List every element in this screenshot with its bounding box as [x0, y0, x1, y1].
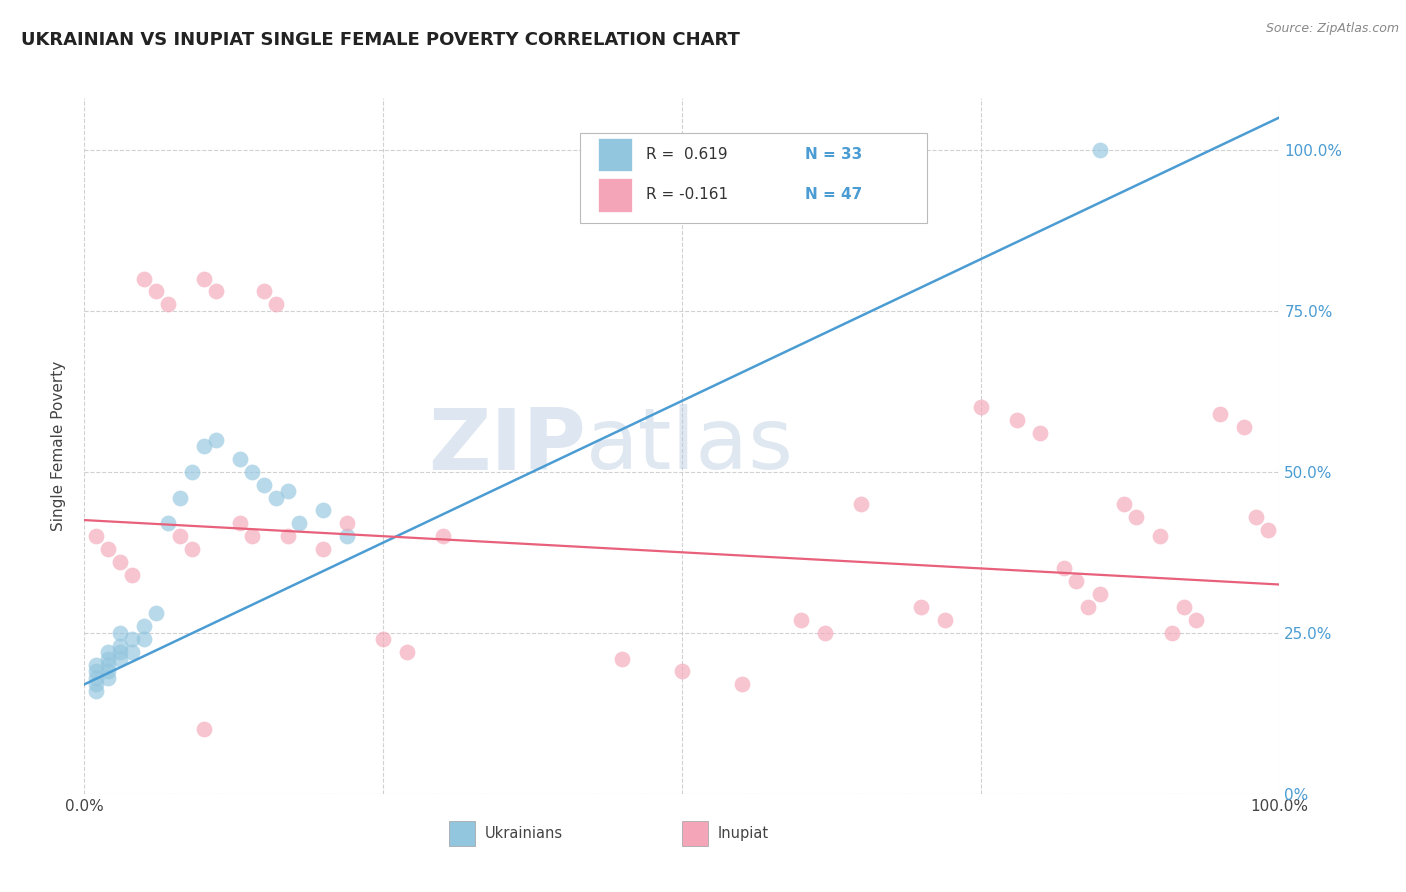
- Point: [277, 484, 299, 499]
- Point: [1125, 509, 1147, 524]
- Point: [1005, 413, 1028, 427]
- Text: ZIP: ZIP: [429, 404, 586, 488]
- Point: [1029, 426, 1052, 441]
- Point: [934, 613, 956, 627]
- Point: [1088, 143, 1111, 157]
- Text: atlas: atlas: [586, 404, 794, 488]
- Point: [110, 639, 132, 653]
- Point: [193, 723, 215, 737]
- Point: [1173, 600, 1195, 615]
- Point: [145, 285, 167, 299]
- Point: [253, 477, 276, 491]
- Point: [814, 625, 837, 640]
- Point: [1232, 419, 1256, 434]
- Point: [790, 613, 813, 627]
- Point: [240, 465, 263, 479]
- Bar: [682, 821, 709, 846]
- Text: Source: ZipAtlas.com: Source: ZipAtlas.com: [1265, 22, 1399, 36]
- Point: [336, 516, 359, 531]
- Point: [1149, 529, 1171, 543]
- Point: [1112, 497, 1135, 511]
- Point: [132, 619, 156, 633]
- Bar: [599, 178, 631, 211]
- Point: [264, 297, 287, 311]
- Text: Ukrainians: Ukrainians: [485, 826, 562, 841]
- Point: [671, 665, 693, 679]
- Point: [731, 677, 754, 691]
- Point: [910, 600, 932, 615]
- Point: [240, 529, 263, 543]
- Point: [1160, 625, 1182, 640]
- Y-axis label: Single Female Poverty: Single Female Poverty: [51, 361, 66, 531]
- Point: [264, 491, 287, 505]
- Point: [110, 555, 132, 569]
- Point: [312, 542, 335, 557]
- Text: Inupiat: Inupiat: [718, 826, 769, 841]
- Text: N = 47: N = 47: [806, 187, 862, 202]
- Point: [97, 645, 120, 659]
- Point: [312, 503, 335, 517]
- Point: [110, 651, 132, 665]
- Text: UKRAINIAN VS INUPIAT SINGLE FEMALE POVERTY CORRELATION CHART: UKRAINIAN VS INUPIAT SINGLE FEMALE POVER…: [21, 31, 740, 49]
- Point: [121, 567, 143, 582]
- Point: [228, 451, 252, 466]
- Point: [110, 625, 132, 640]
- Point: [205, 433, 228, 447]
- Point: [86, 658, 108, 673]
- Point: [1244, 509, 1267, 524]
- Point: [970, 401, 993, 415]
- Point: [396, 645, 419, 659]
- Point: [1208, 407, 1232, 421]
- Point: [1088, 587, 1111, 601]
- Point: [86, 529, 108, 543]
- Point: [193, 439, 215, 453]
- FancyBboxPatch shape: [581, 133, 927, 223]
- Point: [97, 542, 120, 557]
- Point: [180, 542, 202, 557]
- Point: [336, 529, 359, 543]
- Point: [849, 497, 872, 511]
- Point: [1053, 561, 1076, 575]
- Point: [169, 491, 191, 505]
- Point: [371, 632, 394, 647]
- Point: [86, 683, 108, 698]
- Point: [97, 651, 120, 665]
- Point: [1184, 613, 1206, 627]
- Text: R = -0.161: R = -0.161: [647, 187, 728, 202]
- Point: [1077, 600, 1099, 615]
- Point: [97, 658, 120, 673]
- Bar: [449, 821, 475, 846]
- Point: [86, 671, 108, 685]
- Point: [97, 671, 120, 685]
- Point: [132, 632, 156, 647]
- Point: [169, 529, 191, 543]
- Text: N = 33: N = 33: [806, 146, 862, 161]
- Point: [180, 465, 202, 479]
- Point: [610, 651, 633, 665]
- Text: R =  0.619: R = 0.619: [647, 146, 728, 161]
- Point: [132, 271, 156, 285]
- Point: [193, 271, 215, 285]
- Point: [253, 285, 276, 299]
- Point: [110, 645, 132, 659]
- Point: [97, 665, 120, 679]
- Point: [288, 516, 311, 531]
- Point: [157, 297, 180, 311]
- Point: [1257, 523, 1279, 537]
- Bar: [599, 137, 631, 171]
- Point: [86, 677, 108, 691]
- Point: [432, 529, 454, 543]
- Point: [205, 285, 228, 299]
- Point: [86, 665, 108, 679]
- Point: [1066, 574, 1088, 589]
- Point: [121, 645, 143, 659]
- Point: [145, 607, 167, 621]
- Point: [277, 529, 299, 543]
- Point: [228, 516, 252, 531]
- Point: [121, 632, 143, 647]
- Point: [157, 516, 180, 531]
